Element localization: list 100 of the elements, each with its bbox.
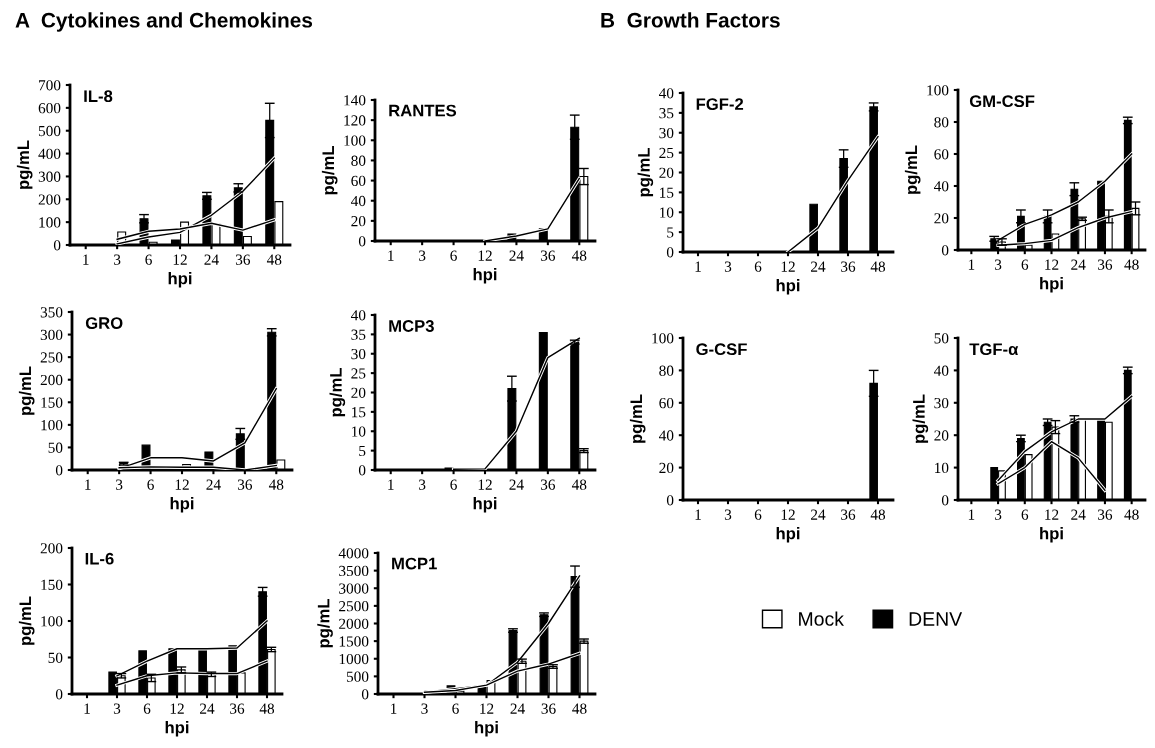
x-tick-label: 12 [781, 261, 795, 272]
x-tick-label: 1 [388, 250, 394, 261]
y-tick-label: 20 [659, 462, 674, 474]
y-axis-title: pg/mL [18, 366, 35, 415]
x-axis-title: hpi [1040, 277, 1063, 293]
y-tick-label: 100 [39, 217, 61, 228]
y-tick-label: 40 [658, 88, 674, 99]
y-tick-label: 60 [351, 175, 366, 187]
y-tick-label: 0 [666, 247, 674, 258]
y-tick-label: 100 [41, 616, 63, 627]
y-axis-title: pg/mL [637, 148, 654, 197]
chart-title: GM-CSF [969, 95, 1035, 108]
x-tick-label: 3 [419, 479, 426, 490]
y-tick-label: 3000 [339, 583, 369, 594]
y-tick-label: 20 [934, 430, 949, 441]
y-axis-title: pg/mL [912, 394, 929, 443]
x-tick-label: 6 [1021, 259, 1029, 270]
x-tick-label: 12 [175, 479, 189, 490]
x-tick-label: 6 [754, 509, 762, 520]
x-tick-label: 24 [510, 703, 525, 714]
y-tick-label: 30 [934, 397, 949, 409]
x-tick-label: 12 [1045, 259, 1059, 270]
y-tick-label: 25 [659, 147, 674, 159]
x-tick-label: 1 [83, 254, 89, 265]
y-tick-label: 3500 [339, 565, 369, 577]
y-tick-label: 5 [359, 445, 366, 457]
y-tick-label: 600 [38, 103, 61, 114]
y-tick-label: 250 [40, 352, 63, 363]
y-tick-label: 100 [41, 420, 63, 431]
y-tick-label: 50 [48, 652, 63, 663]
chart-title: IL-6 [85, 552, 114, 565]
y-tick-label: 80 [351, 155, 366, 166]
x-tick-label: 48 [870, 261, 886, 272]
x-tick-label: 48 [259, 703, 275, 714]
y-tick-label: 25 [351, 368, 366, 379]
y-tick-label: 35 [659, 108, 674, 119]
x-tick-label: 1 [968, 509, 975, 520]
x-tick-label: 3 [724, 509, 732, 520]
y-tick-label: 2500 [339, 601, 369, 612]
x-tick-label: 48 [572, 703, 587, 714]
y-tick-label: 30 [659, 127, 674, 139]
y-tick-label: 0 [358, 236, 366, 247]
x-axis-title: hpi [473, 268, 497, 284]
y-tick-label: 15 [660, 187, 674, 198]
y-axis-title: pg/mL [329, 368, 346, 417]
y-tick-label: 100 [344, 135, 366, 146]
x-tick-label: 24 [206, 479, 221, 490]
x-tick-label: 24 [1071, 259, 1086, 270]
chart-title: MCP1 [392, 557, 437, 570]
text: B Growth Factors [601, 12, 780, 28]
y-tick-label: 20 [351, 387, 366, 398]
x-tick-label: 24 [204, 254, 219, 265]
y-tick-label: 10 [935, 462, 949, 474]
x-tick-label: 3 [724, 261, 732, 272]
x-tick-label: 3 [994, 509, 1002, 520]
y-tick-label: 5 [667, 227, 674, 238]
x-tick-label: 24 [811, 509, 826, 520]
y-tick-label: 200 [40, 374, 63, 386]
x-axis-title: hpi [776, 279, 800, 295]
legend-label: DENV [909, 612, 963, 626]
x-tick-label: 1 [695, 509, 701, 520]
x-tick-label: 6 [145, 254, 152, 265]
x-tick-label: 24 [200, 703, 215, 714]
x-tick-label: 12 [170, 703, 184, 714]
y-tick-label: 50 [934, 333, 949, 344]
y-tick-label: 0 [941, 495, 949, 506]
x-tick-label: 36 [841, 261, 856, 272]
y-tick-label: 2000 [339, 618, 369, 629]
text: A Cytokines and Chemokines [15, 12, 313, 32]
x-tick-label: 6 [1021, 509, 1029, 520]
y-tick-label: 100 [652, 333, 674, 344]
y-tick-label: 0 [358, 465, 366, 476]
y-tick-label: 40 [350, 195, 366, 207]
y-tick-label: 150 [41, 397, 63, 408]
y-tick-label: 300 [40, 329, 63, 341]
x-tick-label: 48 [266, 254, 282, 265]
y-tick-label: 100 [927, 85, 949, 96]
y-tick-label: 500 [38, 125, 61, 137]
y-tick-label: 0 [55, 689, 63, 700]
y-tick-label: 120 [344, 115, 366, 126]
y-tick-label: 4000 [338, 548, 369, 559]
y-tick-label: 150 [41, 579, 63, 590]
y-axis-title: pg/mL [16, 140, 33, 189]
x-tick-label: 48 [268, 479, 284, 490]
y-tick-label: 50 [48, 442, 63, 453]
x-tick-label: 6 [147, 479, 154, 490]
y-axis-title: pg/mL [317, 599, 333, 648]
y-tick-label: 400 [38, 148, 61, 160]
y-tick-label: 200 [38, 194, 61, 205]
x-tick-label: 24 [1071, 509, 1086, 520]
y-tick-label: 1500 [339, 636, 369, 647]
x-tick-label: 36 [237, 479, 253, 490]
chart-title: TGF-α [969, 343, 1019, 356]
y-tick-label: 700 [39, 80, 61, 91]
x-tick-label: 3 [116, 479, 123, 490]
y-tick-label: 500 [346, 671, 369, 682]
y-tick-label: 0 [361, 689, 369, 700]
y-tick-label: 15 [352, 407, 366, 418]
y-tick-label: 40 [350, 310, 366, 321]
x-tick-label: 1 [84, 703, 90, 714]
